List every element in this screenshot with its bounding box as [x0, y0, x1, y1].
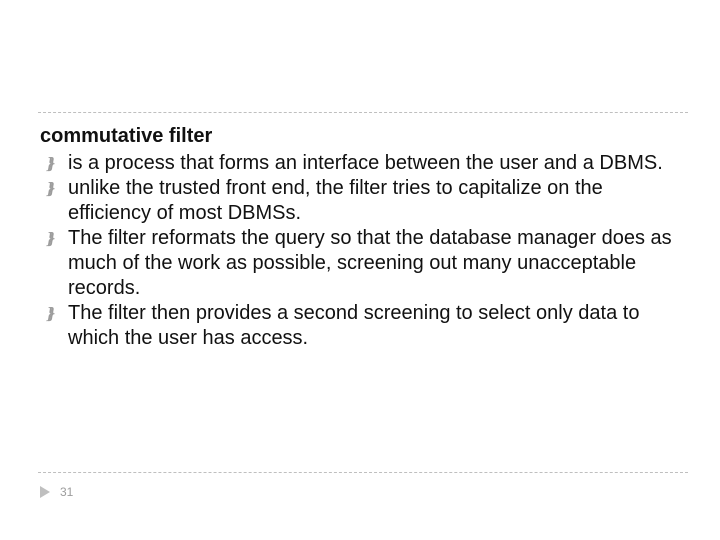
list-item-text: The filter then provides a second screen… [68, 302, 639, 349]
bullet-icon: }} [40, 151, 58, 176]
bullet-icon: }} [40, 176, 58, 201]
bullet-icon: }} [40, 301, 58, 326]
slide: commutative filter }} is a process that … [0, 0, 720, 540]
list-item-text: unlike the trusted front end, the filter… [68, 177, 603, 224]
slide-number-row: 31 [40, 485, 73, 499]
content-area: commutative filter }} is a process that … [40, 124, 682, 351]
bullet-icon: }} [40, 226, 58, 251]
slide-number: 31 [60, 485, 73, 499]
divider-bottom [38, 472, 688, 473]
arrow-icon [40, 486, 54, 498]
bullet-list: }} is a process that forms an interface … [40, 151, 682, 351]
list-item: }} is a process that forms an interface … [40, 151, 682, 176]
list-item-text: The filter reformats the query so that t… [68, 227, 672, 299]
heading: commutative filter [40, 124, 682, 149]
list-item: }} The filter reformats the query so tha… [40, 226, 682, 301]
list-item: }} The filter then provides a second scr… [40, 301, 682, 351]
list-item: }} unlike the trusted front end, the fil… [40, 176, 682, 226]
list-item-text: is a process that forms an interface bet… [68, 152, 663, 174]
divider-top [38, 112, 688, 113]
